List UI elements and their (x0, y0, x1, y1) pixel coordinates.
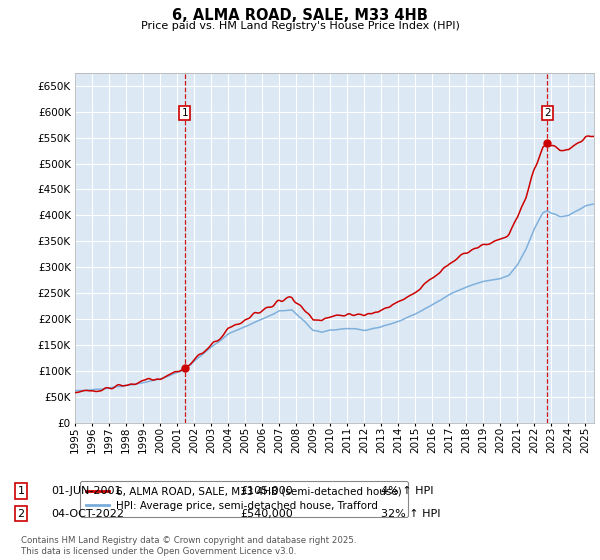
Text: 01-JUN-2001: 01-JUN-2001 (51, 486, 121, 496)
Text: 2: 2 (17, 508, 25, 519)
Text: 2: 2 (544, 108, 551, 118)
Text: 1: 1 (17, 486, 25, 496)
Text: Price paid vs. HM Land Registry's House Price Index (HPI): Price paid vs. HM Land Registry's House … (140, 21, 460, 31)
Text: £540,000: £540,000 (240, 508, 293, 519)
Text: 04-OCT-2022: 04-OCT-2022 (51, 508, 124, 519)
Legend: 6, ALMA ROAD, SALE, M33 4HB (semi-detached house), HPI: Average price, semi-deta: 6, ALMA ROAD, SALE, M33 4HB (semi-detach… (80, 480, 407, 517)
Text: 1: 1 (181, 108, 188, 118)
Text: 32% ↑ HPI: 32% ↑ HPI (381, 508, 440, 519)
Text: Contains HM Land Registry data © Crown copyright and database right 2025.
This d: Contains HM Land Registry data © Crown c… (21, 536, 356, 556)
Text: 6, ALMA ROAD, SALE, M33 4HB: 6, ALMA ROAD, SALE, M33 4HB (172, 8, 428, 24)
Text: £105,000: £105,000 (240, 486, 293, 496)
Text: 4% ↑ HPI: 4% ↑ HPI (381, 486, 433, 496)
